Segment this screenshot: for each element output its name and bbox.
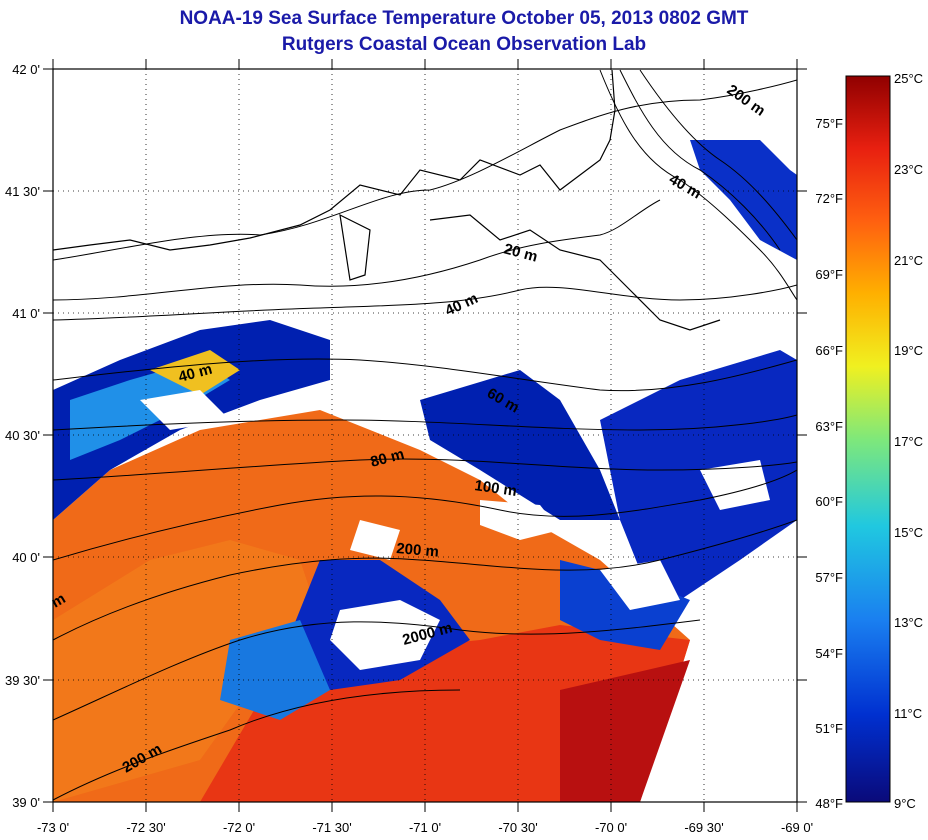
fahrenheit-label: 69°F	[815, 267, 843, 282]
celsius-label: 9°C	[894, 796, 916, 811]
celsius-label: 23°C	[894, 162, 923, 177]
colorbar: 25°C 23°C 21°C 19°C 17°C 15°C 13°C 11°C …	[815, 71, 923, 811]
lat-tick-label: 42 0'	[12, 62, 40, 77]
celsius-label: 15°C	[894, 525, 923, 540]
lon-tick-label: -72 0'	[223, 820, 255, 835]
fahrenheit-label: 57°F	[815, 570, 843, 585]
lat-tick-labels: 42 0' 41 30' 41 0' 40 30' 40 0' 39 30' 3…	[5, 62, 40, 810]
celsius-label: 25°C	[894, 71, 923, 86]
sst-field	[53, 140, 797, 802]
map-subtitle: Rutgers Coastal Ocean Observation Lab	[281, 34, 647, 55]
lon-tick-label: -69 30'	[684, 820, 723, 835]
fahrenheit-label: 75°F	[815, 116, 843, 131]
fahrenheit-label: 66°F	[815, 343, 843, 358]
lon-tick-label: -72 30'	[126, 820, 165, 835]
graticule	[53, 69, 797, 802]
lat-tick-label: 41 0'	[12, 306, 40, 321]
celsius-label: 17°C	[894, 434, 923, 449]
fahrenheit-label: 63°F	[815, 419, 843, 434]
celsius-label: 21°C	[894, 253, 923, 268]
lat-tick-label: 41 30'	[5, 184, 40, 199]
celsius-label: 13°C	[894, 615, 923, 630]
fahrenheit-label: 60°F	[815, 494, 843, 509]
fahrenheit-label: 51°F	[815, 721, 843, 736]
tick-marks	[43, 59, 807, 812]
contour-label: 200 m	[396, 540, 440, 561]
lon-tick-label: -71 0'	[409, 820, 441, 835]
colorbar-gradient	[845, 75, 891, 803]
lon-tick-label: -73 0'	[37, 820, 69, 835]
fahrenheit-label: 54°F	[815, 646, 843, 661]
map-title: NOAA-19 Sea Surface Temperature October …	[179, 8, 749, 29]
lon-tick-label: -70 30'	[498, 820, 537, 835]
lon-tick-label: -69 0'	[781, 820, 813, 835]
celsius-label: 19°C	[894, 343, 923, 358]
fahrenheit-label: 48°F	[815, 796, 843, 811]
lon-tick-label: -71 30'	[312, 820, 351, 835]
lat-tick-label: 40 30'	[5, 428, 40, 443]
bathymetry-contours	[53, 69, 797, 801]
contour-label: 100 m	[473, 477, 517, 500]
lon-tick-labels: -73 0' -72 30' -72 0' -71 30' -71 0' -70…	[37, 820, 813, 835]
celsius-label: 11°C	[894, 706, 922, 721]
coastline	[53, 69, 721, 331]
lon-tick-label: -70 0'	[595, 820, 627, 835]
lat-tick-label: 40 0'	[12, 550, 40, 565]
lat-tick-label: 39 0'	[12, 795, 40, 810]
lat-tick-label: 39 30'	[5, 673, 40, 688]
fahrenheit-label: 72°F	[815, 191, 843, 206]
